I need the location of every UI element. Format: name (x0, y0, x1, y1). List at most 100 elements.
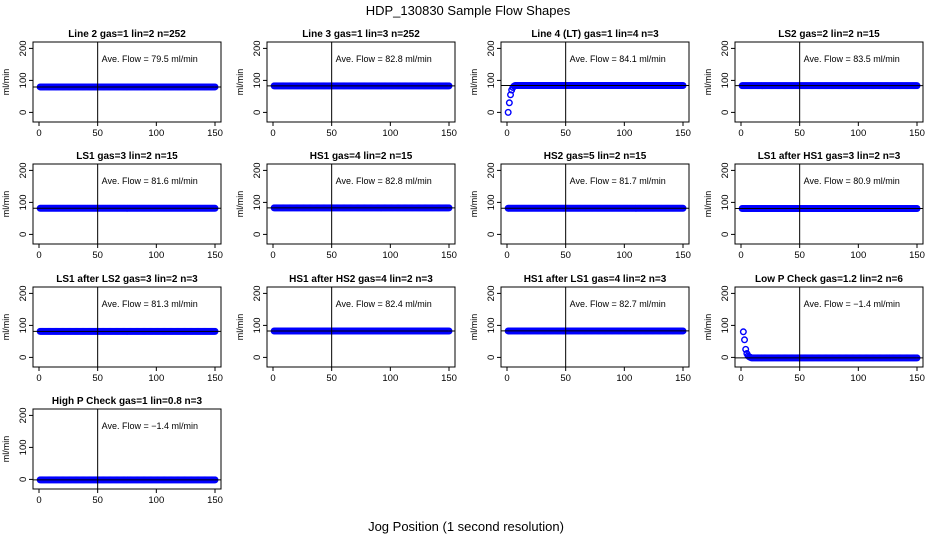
y-axis: 0 100 200 (18, 285, 33, 360)
x-tick-label: 150 (675, 128, 691, 139)
data-point (742, 345, 750, 353)
y-tick-label: 0 (486, 355, 497, 360)
panel-13: High P Check gas=1 lin=0.8 n=3 Ave. Flow … (1, 396, 223, 506)
panel-5: LS1 gas=3 lin=2 n=15 Ave. Flow = 81.6 ml/… (1, 151, 223, 261)
y-axis-label: ml/min (703, 69, 713, 96)
x-axis: 0 50 100 150 (270, 367, 457, 384)
y-tick-label: 100 (18, 317, 29, 333)
x-tick-label: 150 (207, 250, 223, 261)
y-axis-label: ml/min (1, 314, 11, 341)
y-tick-label: 0 (486, 110, 497, 115)
x-tick-label: 150 (207, 373, 223, 384)
y-tick-label: 0 (18, 232, 29, 237)
x-tick-label: 100 (616, 128, 632, 139)
y-tick-label: 200 (18, 162, 29, 178)
y-axis-label: ml/min (703, 314, 713, 341)
x-tick-label: 50 (92, 495, 103, 506)
y-tick-label: 0 (720, 232, 731, 237)
x-tick-label: 150 (207, 128, 223, 139)
y-axis-label: ml/min (469, 191, 479, 218)
x-axis: 0 50 100 150 (270, 244, 457, 261)
y-tick-label: 200 (252, 40, 263, 56)
y-axis: 0 100 200 (720, 285, 735, 360)
figure-title: HDP_130830 Sample Flow Shapes (366, 3, 571, 18)
x-axis: 0 50 100 150 (36, 244, 223, 261)
x-tick-label: 100 (148, 373, 164, 384)
x-tick-label: 150 (441, 373, 457, 384)
y-axis: 0 100 200 (486, 162, 501, 237)
plot-frame (32, 163, 222, 245)
figure-xlabel: Jog Position (1 second resolution) (368, 519, 564, 534)
panel-title: LS2 gas=2 lin=2 n=15 (778, 29, 880, 40)
y-tick-label: 100 (18, 194, 29, 210)
average-flow-annotation: Ave. Flow = 82.4 ml/min (336, 299, 432, 309)
plot-frame (32, 408, 222, 490)
y-axis: 0 100 200 (486, 40, 501, 115)
y-tick-label: 200 (486, 162, 497, 178)
y-axis: 0 100 200 (18, 40, 33, 115)
x-axis: 0 50 100 150 (504, 244, 691, 261)
y-tick-label: 200 (18, 407, 29, 423)
y-axis-label: ml/min (1, 436, 11, 463)
y-tick-label: 0 (18, 355, 29, 360)
y-axis: 0 100 200 (252, 162, 267, 237)
y-tick-label: 0 (18, 477, 29, 482)
x-tick-label: 150 (207, 495, 223, 506)
x-tick-label: 0 (504, 250, 509, 261)
y-axis-label: ml/min (469, 69, 479, 96)
data-point (741, 336, 749, 344)
x-axis: 0 50 100 150 (738, 122, 925, 139)
panel-7: HS2 gas=5 lin=2 n=15 Ave. Flow = 81.7 ml/… (469, 151, 691, 261)
x-tick-label: 50 (560, 250, 571, 261)
x-axis: 0 50 100 150 (504, 122, 691, 139)
average-flow-annotation: Ave. Flow = 84.1 ml/min (570, 54, 666, 64)
panel-12: Low P Check gas=1.2 lin=2 n=6 Ave. Flow =… (703, 274, 925, 384)
average-flow-annotation: Ave. Flow = 81.3 ml/min (102, 299, 198, 309)
y-axis-label: ml/min (235, 69, 245, 96)
y-axis: 0 100 200 (18, 407, 33, 482)
plot-frame (32, 286, 222, 368)
y-tick-label: 0 (252, 232, 263, 237)
panel-title: Low P Check gas=1.2 lin=2 n=6 (755, 274, 903, 285)
y-tick-label: 100 (252, 317, 263, 333)
panel-3: Line 4 (LT) gas=1 lin=4 n=3 Ave. Flow = 8… (469, 29, 691, 139)
x-tick-label: 150 (675, 373, 691, 384)
x-tick-label: 0 (270, 128, 275, 139)
panel-10: HS1 after HS2 gas=4 lin=2 n=3 Ave. Flow =… (235, 274, 457, 384)
x-tick-label: 0 (36, 128, 41, 139)
y-tick-label: 100 (486, 194, 497, 210)
y-axis-label: ml/min (1, 191, 11, 218)
panel-4: LS2 gas=2 lin=2 n=15 Ave. Flow = 83.5 ml/… (703, 29, 925, 139)
y-axis: 0 100 200 (252, 40, 267, 115)
y-tick-label: 100 (252, 194, 263, 210)
x-tick-label: 100 (382, 250, 398, 261)
x-axis: 0 50 100 150 (36, 489, 223, 506)
plot-frame (266, 41, 456, 123)
x-tick-label: 150 (909, 373, 925, 384)
y-axis: 0 100 200 (720, 40, 735, 115)
y-tick-label: 100 (18, 439, 29, 455)
y-tick-label: 0 (18, 110, 29, 115)
panel-6: HS1 gas=4 lin=2 n=15 Ave. Flow = 82.8 ml/… (235, 151, 457, 261)
panel-2: Line 3 gas=1 lin=3 n=252 Ave. Flow = 82.8… (235, 29, 457, 139)
x-axis: 0 50 100 150 (36, 122, 223, 139)
data-point (505, 99, 513, 107)
x-tick-label: 0 (738, 250, 743, 261)
panel-title: Line 2 gas=1 lin=2 n=252 (68, 29, 186, 40)
data-points (504, 81, 687, 116)
y-axis-label: ml/min (235, 191, 245, 218)
x-axis: 0 50 100 150 (738, 367, 925, 384)
x-tick-label: 100 (616, 373, 632, 384)
average-flow-annotation: Ave. Flow = 81.6 ml/min (102, 176, 198, 186)
panel-title: High P Check gas=1 lin=0.8 n=3 (52, 396, 203, 407)
panel-title: HS1 after LS1 gas=4 lin=2 n=3 (524, 274, 667, 285)
x-tick-label: 50 (794, 373, 805, 384)
y-tick-label: 200 (252, 162, 263, 178)
x-tick-label: 100 (148, 495, 164, 506)
y-axis: 0 100 200 (18, 162, 33, 237)
y-tick-label: 200 (720, 285, 731, 301)
x-tick-label: 0 (504, 128, 509, 139)
x-tick-label: 100 (382, 128, 398, 139)
y-axis: 0 100 200 (486, 285, 501, 360)
x-axis: 0 50 100 150 (504, 367, 691, 384)
